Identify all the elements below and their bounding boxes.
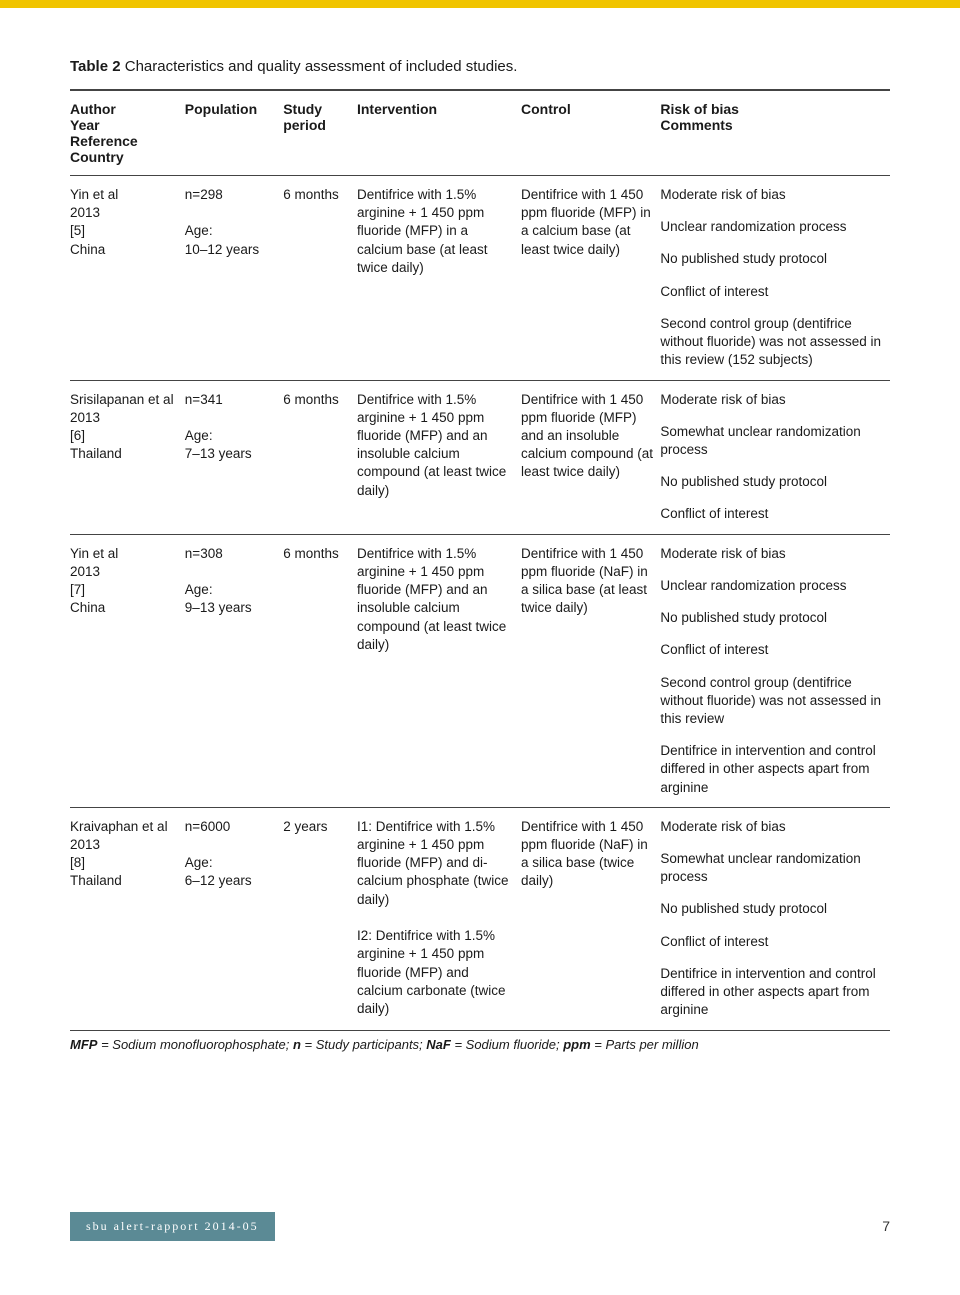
footer-report-label: sbu alert-rapport 2014-05 xyxy=(70,1212,275,1241)
table-row: Yin et al2013[7]Chinan=308Age:9–13 years… xyxy=(70,535,890,807)
cell-c4: Dentifrice with 1 450 ppm fluoride (MFP)… xyxy=(521,176,660,380)
cell-c1: n=6000Age:6–12 years xyxy=(185,808,283,1030)
cell-c4: Dentifrice with 1 450 ppm fluoride (NaF)… xyxy=(521,535,660,807)
cell-c1: n=298Age:10–12 years xyxy=(185,176,283,380)
cell-c0: Kraivaphan et al2013[8]Thailand xyxy=(70,808,185,1030)
cell-c2: 6 months xyxy=(283,535,357,807)
cell-c0: Yin et al2013[7]China xyxy=(70,535,185,807)
col-intervention: Intervention xyxy=(357,91,521,175)
cell-c3: I1: Dentifrice with 1.5% arginine + 1 45… xyxy=(357,808,521,1030)
cell-c4: Dentifrice with 1 450 ppm fluoride (NaF)… xyxy=(521,808,660,1030)
table-title: Table 2 Characteristics and quality asse… xyxy=(70,58,890,75)
cell-c0: Yin et al2013[5]China xyxy=(70,176,185,380)
col-study-period: Study period xyxy=(283,91,357,175)
table-title-number: Table 2 xyxy=(70,58,121,75)
cell-c2: 2 years xyxy=(283,808,357,1030)
table-footnote: MFP = Sodium monofluorophosphate; n = St… xyxy=(70,1037,890,1052)
page-content: Table 2 Characteristics and quality asse… xyxy=(0,8,960,1052)
table-row: Kraivaphan et al2013[8]Thailandn=6000Age… xyxy=(70,808,890,1030)
cell-c1: n=341Age:7–13 years xyxy=(185,381,283,534)
cell-c2: 6 months xyxy=(283,176,357,380)
col-control: Control xyxy=(521,91,660,175)
cell-comments: Moderate risk of biasSomewhat unclear ra… xyxy=(660,808,890,1030)
table-row: Srisilapanan et al2013[6]Thailandn=341Ag… xyxy=(70,381,890,534)
cell-c1: n=308Age:9–13 years xyxy=(185,535,283,807)
col-population: Population xyxy=(185,91,283,175)
cell-comments: Moderate risk of biasSomewhat unclear ra… xyxy=(660,381,890,534)
cell-c4: Dentifrice with 1 450 ppm fluoride (MFP)… xyxy=(521,381,660,534)
cell-comments: Moderate risk of biasUnclear randomizati… xyxy=(660,535,890,807)
page-footer: sbu alert-rapport 2014-05 7 xyxy=(0,1212,960,1271)
table-title-text: Characteristics and quality assessment o… xyxy=(121,58,518,75)
cell-c3: Dentifrice with 1.5% arginine + 1 450 pp… xyxy=(357,176,521,380)
page-number: 7 xyxy=(882,1218,890,1234)
col-risk-comments: Risk of biasComments xyxy=(660,91,890,175)
top-yellow-bar xyxy=(0,0,960,8)
table-row: Yin et al2013[5]Chinan=298Age:10–12 year… xyxy=(70,176,890,380)
cell-c3: Dentifrice with 1.5% arginine + 1 450 pp… xyxy=(357,381,521,534)
table-header-row: AuthorYearReferenceCountry Population St… xyxy=(70,91,890,175)
cell-c2: 6 months xyxy=(283,381,357,534)
cell-comments: Moderate risk of biasUnclear randomizati… xyxy=(660,176,890,380)
characteristics-table: AuthorYearReferenceCountry Population St… xyxy=(70,91,890,1031)
col-author: AuthorYearReferenceCountry xyxy=(70,91,185,175)
cell-c0: Srisilapanan et al2013[6]Thailand xyxy=(70,381,185,534)
cell-c3: Dentifrice with 1.5% arginine + 1 450 pp… xyxy=(357,535,521,807)
